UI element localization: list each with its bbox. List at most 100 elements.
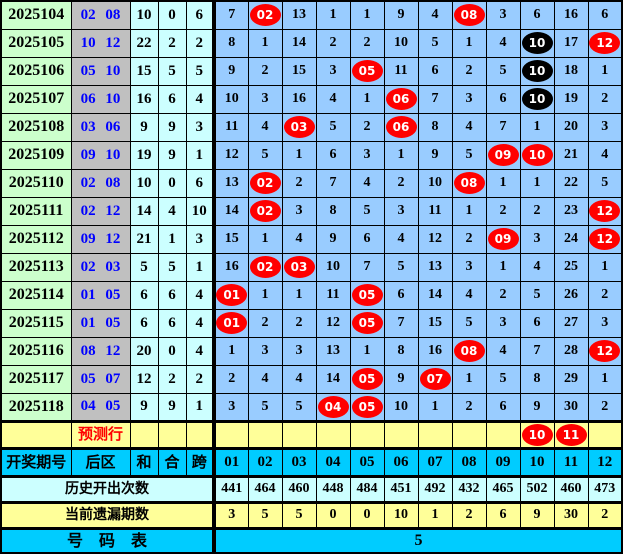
grid-cell: 06	[383, 112, 419, 142]
history-value: 451	[383, 474, 419, 503]
period-cell: 2025109	[0, 140, 72, 170]
grid-cell: 14	[212, 196, 249, 226]
grid-cell: 4	[451, 112, 487, 142]
header-number: 05	[349, 446, 385, 477]
zone-numbers-cell: 04 05	[70, 392, 131, 422]
miss-value: 0	[315, 500, 351, 529]
sum-cell: 9	[129, 392, 159, 422]
period-cell: 2025112	[0, 224, 72, 254]
grid-cell: 5	[247, 392, 283, 422]
grid-cell	[281, 419, 317, 449]
grid-cell: 2	[485, 280, 521, 310]
grid-cell: 5	[383, 252, 419, 282]
history-value: 441	[212, 474, 249, 503]
red-ball: 02	[249, 4, 281, 27]
grid-cell: 10	[417, 168, 453, 198]
grid-cell: 1	[383, 140, 419, 170]
history-label: 历史开出次数	[0, 474, 215, 503]
grid-cell: 12	[587, 224, 623, 254]
span-cell: 2	[185, 364, 215, 394]
grid-cell: 4	[383, 224, 419, 254]
grid-cell: 16	[553, 0, 589, 30]
grid-cell: 5	[587, 168, 623, 198]
grid-cell: 8	[383, 336, 419, 366]
grid-cell: 6	[485, 392, 521, 422]
grid-cell: 2	[247, 56, 283, 86]
grid-cell: 10	[519, 140, 555, 170]
sum-cell: 10	[129, 168, 159, 198]
grid-cell: 8	[212, 28, 249, 58]
grid-cell: 1	[247, 280, 283, 310]
header-number: 07	[417, 446, 453, 477]
red-ball: 04	[317, 395, 349, 418]
grid-cell: 07	[417, 364, 453, 394]
grid-cell: 6	[417, 56, 453, 86]
grid-cell: 1	[587, 252, 623, 282]
grid-cell: 1	[281, 280, 317, 310]
forecast-row: 预测行 10 11	[0, 419, 623, 449]
grid-cell: 3	[281, 196, 317, 226]
number-table-value: 5	[212, 526, 623, 554]
grid-cell: 11	[383, 56, 419, 86]
zone-numbers-cell: 03 06	[70, 112, 131, 142]
grid-cell: 26	[553, 280, 589, 310]
red-ball: 12	[589, 200, 621, 222]
period-cell: 2025118	[0, 392, 72, 422]
grid-cell: 04	[315, 392, 351, 422]
grid-cell: 1	[587, 364, 623, 394]
sum-cell: 5	[129, 252, 159, 282]
grid-cell: 05	[349, 364, 385, 394]
zone-numbers-cell: 02 12	[70, 196, 131, 226]
grid-cell: 2	[451, 224, 487, 254]
span-cell: 6	[185, 168, 215, 198]
draw-row: 2025108 03 06 9 9 3 11 4 03 5 2 06 8 4 7 1 20 3	[0, 112, 623, 142]
period-cell: 2025108	[0, 112, 72, 142]
grid-cell: 02	[247, 196, 283, 226]
grid-cell: 4	[485, 336, 521, 366]
grid-cell: 1	[281, 140, 317, 170]
grid-cell: 3	[315, 56, 351, 86]
grid-cell: 1	[315, 0, 351, 30]
grid-cell: 06	[383, 84, 419, 114]
history-value: 460	[553, 474, 589, 503]
sum-cell: 6	[129, 280, 159, 310]
grid-cell	[212, 419, 249, 449]
grid-cell: 11	[417, 196, 453, 226]
red-ball: 05	[351, 312, 383, 334]
grid-cell: 10	[212, 84, 249, 114]
grid-cell: 12	[587, 336, 623, 366]
grid-cell	[485, 419, 521, 449]
grid-cell: 2	[451, 56, 487, 86]
draw-row: 2025104 02 08 10 0 6 7 02 13 1 1 9 4 08 3 6 16 6	[0, 0, 623, 30]
sum-cell: 21	[129, 224, 159, 254]
miss-value: 2	[587, 500, 623, 529]
black-ball: 10	[521, 60, 553, 82]
grid-cell: 08	[451, 336, 487, 366]
combo-cell: 1	[157, 224, 187, 254]
zone-numbers-cell: 05 10	[70, 56, 131, 86]
forecast-empty-cell	[0, 419, 72, 449]
history-value: 432	[451, 474, 487, 503]
forecast-label: 预测行	[70, 419, 131, 449]
red-ball: 09	[487, 144, 519, 166]
grid-cell: 10	[519, 84, 555, 114]
forecast-empty-cell	[185, 419, 215, 449]
red-ball: 11	[555, 424, 587, 446]
history-value: 473	[587, 474, 623, 503]
grid-cell: 16	[417, 336, 453, 366]
grid-cell: 2	[349, 112, 385, 142]
grid-cell: 4	[587, 140, 623, 170]
grid-cell: 20	[553, 112, 589, 142]
grid-cell: 4	[281, 224, 317, 254]
combo-cell: 9	[157, 392, 187, 422]
grid-cell: 3	[247, 336, 283, 366]
grid-cell	[417, 419, 453, 449]
sum-cell: 9	[129, 112, 159, 142]
grid-cell: 6	[587, 0, 623, 30]
zone-numbers-cell: 01 05	[70, 308, 131, 338]
zone-numbers-cell: 09 12	[70, 224, 131, 254]
grid-cell: 1	[519, 112, 555, 142]
period-cell: 2025107	[0, 84, 72, 114]
grid-cell	[587, 419, 623, 449]
grid-cell: 3	[587, 112, 623, 142]
